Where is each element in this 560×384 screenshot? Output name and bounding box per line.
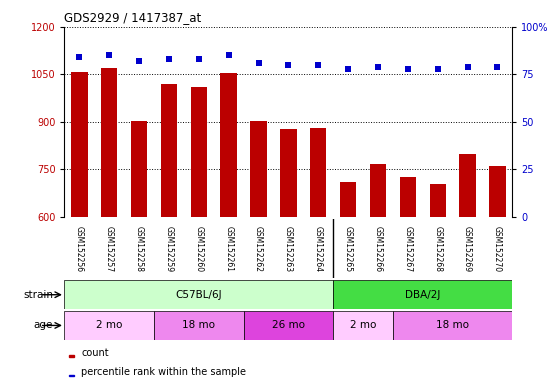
Text: GSM152270: GSM152270 [493,226,502,272]
Bar [333,311,393,340]
Bar [69,375,74,376]
Text: 2 mo: 2 mo [96,320,123,331]
Bar [400,177,416,217]
Text: GSM152261: GSM152261 [224,226,233,272]
Text: 2 mo: 2 mo [350,320,376,331]
Text: GSM152262: GSM152262 [254,226,263,272]
Point [224,52,233,58]
Bar [250,121,267,217]
Bar [430,184,446,217]
Text: 26 mo: 26 mo [272,320,305,331]
Text: 18 mo: 18 mo [436,320,469,331]
Bar [459,154,476,217]
Text: GDS2929 / 1417387_at: GDS2929 / 1417387_at [64,11,202,24]
Point [433,66,442,72]
Text: GSM152269: GSM152269 [463,226,472,272]
Point [75,54,84,60]
Text: GSM152258: GSM152258 [134,226,143,272]
Text: GSM152264: GSM152264 [314,226,323,272]
Bar [333,280,512,309]
Point [374,64,382,70]
Bar [154,311,244,340]
Point [284,62,293,68]
Point [134,58,143,64]
Text: GSM152260: GSM152260 [194,226,203,272]
Text: GSM152257: GSM152257 [105,226,114,272]
Point [105,52,114,58]
Bar [244,311,333,340]
Text: GSM152256: GSM152256 [75,226,84,272]
Bar [131,121,147,217]
Text: GSM152267: GSM152267 [403,226,412,272]
Bar [190,87,207,217]
Text: percentile rank within the sample: percentile rank within the sample [81,367,246,377]
Point [463,64,472,70]
Bar [280,129,297,217]
Point [314,62,323,68]
Bar [64,311,154,340]
Text: 18 mo: 18 mo [183,320,215,331]
Point [254,60,263,66]
Bar [69,356,74,357]
Text: C57BL/6J: C57BL/6J [175,290,222,300]
Point [344,66,353,72]
Bar [64,280,333,309]
Bar [370,164,386,217]
Text: age: age [34,320,53,331]
Bar [340,182,356,217]
Text: GSM152259: GSM152259 [165,226,174,272]
Text: GSM152268: GSM152268 [433,226,442,272]
Bar [101,68,118,217]
Bar [393,311,512,340]
Text: GSM152263: GSM152263 [284,226,293,272]
Bar [310,128,326,217]
Point [403,66,412,72]
Text: GSM152266: GSM152266 [374,226,382,272]
Text: GSM152265: GSM152265 [344,226,353,272]
Bar [221,73,237,217]
Bar [489,166,506,217]
Bar [161,84,177,217]
Point [194,56,203,62]
Text: count: count [81,348,109,358]
Point [165,56,174,62]
Bar [71,72,87,217]
Text: strain: strain [23,290,53,300]
Text: DBA/2J: DBA/2J [405,290,441,300]
Point [493,64,502,70]
